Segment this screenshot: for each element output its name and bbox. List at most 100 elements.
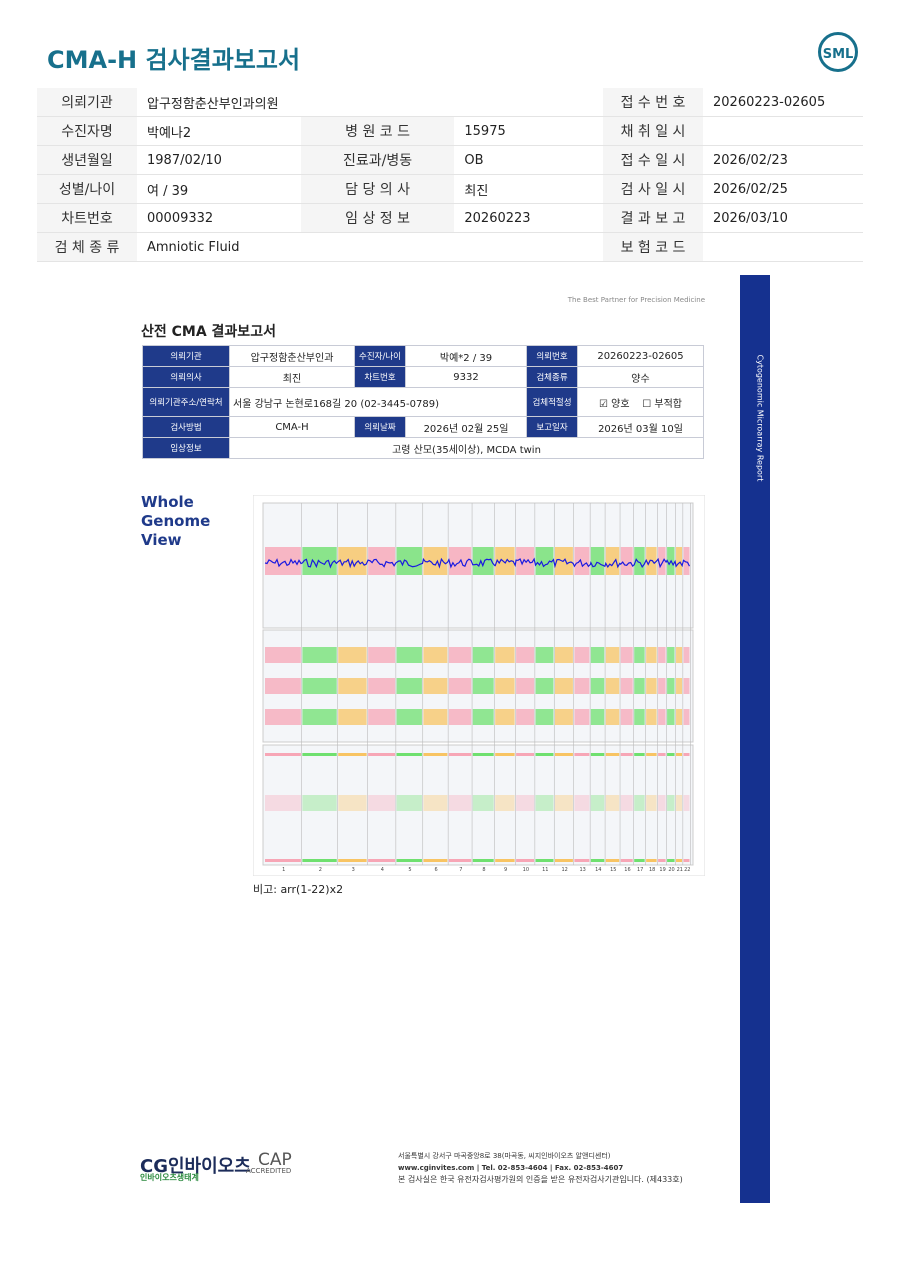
- baf-edge: [574, 859, 590, 862]
- chromosome-label: 8: [482, 867, 485, 873]
- baf-band: [423, 647, 448, 663]
- chromosome-label: 22: [684, 867, 690, 873]
- baf-edge: [620, 753, 633, 756]
- footer-logo-sub: 인바이오츠생태계: [140, 1173, 199, 1182]
- chromosome-label: 11: [542, 867, 548, 873]
- baf-band: [646, 678, 657, 694]
- chromosome-label: 10: [523, 867, 529, 873]
- baf-edge: [574, 753, 590, 756]
- baf-band: [472, 678, 494, 694]
- baf-band: [265, 795, 301, 811]
- baf-edge: [667, 753, 675, 756]
- baf-band: [448, 709, 472, 725]
- baf-band: [554, 709, 573, 725]
- baf-band: [396, 795, 422, 811]
- baf-band: [634, 709, 645, 725]
- baf-band: [516, 678, 535, 694]
- chromosome-label: 4: [381, 867, 384, 873]
- baf-edge: [634, 859, 645, 862]
- cell: 보고일자: [526, 416, 578, 438]
- cell: 20260223-02605: [703, 88, 863, 117]
- footer-logo: CG인바이오츠: [140, 1156, 251, 1177]
- baf-edge: [472, 859, 494, 862]
- cell: 담 당 의 사: [300, 174, 455, 204]
- cell: 2026/02/23: [703, 145, 863, 175]
- baf-edge: [535, 753, 554, 756]
- baf-edge: [472, 753, 494, 756]
- baf-band: [676, 678, 683, 694]
- baf-band: [590, 647, 605, 663]
- cell: 1987/02/10: [137, 145, 301, 175]
- tagline: The Best Partner for Precision Medicine: [567, 296, 705, 304]
- cell: 임 상 정 보: [300, 203, 455, 233]
- baf-edge: [423, 753, 448, 756]
- cell: 15975: [454, 116, 603, 146]
- baf-edge: [535, 859, 554, 862]
- side-bar: [740, 275, 770, 1203]
- cn-band: [605, 547, 620, 575]
- baf-band: [574, 678, 590, 694]
- cell: 차트번호: [37, 203, 137, 233]
- baf-edge: [396, 753, 422, 756]
- baf-edge: [683, 753, 690, 756]
- cn-band: [683, 547, 690, 575]
- baf-band: [338, 709, 367, 725]
- baf-band: [574, 647, 590, 663]
- baf-band: [495, 647, 515, 663]
- baf-edge: [448, 859, 472, 862]
- baf-band: [646, 795, 657, 811]
- section-title: Whole Genome View: [141, 493, 210, 550]
- cell: 고령 산모(35세이상), MCDA twin: [229, 437, 704, 459]
- baf-band: [620, 647, 633, 663]
- cell: 의뢰기관주소/연락처: [142, 387, 230, 417]
- baf-band: [658, 647, 666, 663]
- cell: 9332: [405, 366, 527, 388]
- baf-band: [667, 709, 675, 725]
- chromosome-label: 16: [624, 867, 630, 873]
- genome-view: 1 2 3 4 5 6 7 8 9 10 11 12 13 14 15 16 17 18 19 20 21 22: [253, 495, 705, 876]
- baf-band: [516, 647, 535, 663]
- baf-band: [265, 709, 301, 725]
- address-line: 서울특별시 강서구 마곡중앙8로 38(마곡동, 씨지인바이오츠 알앤디센터): [398, 1152, 611, 1160]
- baf-band: [634, 678, 645, 694]
- baf-band: [338, 647, 367, 663]
- baf-band: [634, 795, 645, 811]
- cell: [703, 116, 863, 146]
- baf-edge: [265, 753, 301, 756]
- cn-band: [472, 547, 494, 575]
- baf-band: [516, 795, 535, 811]
- cn-band: [620, 547, 633, 575]
- baf-edge: [516, 753, 535, 756]
- baf-edge: [646, 859, 657, 862]
- cell: 차트번호: [354, 366, 406, 388]
- report-title: CMA-H 검사결과보고서: [47, 46, 301, 74]
- chromosome-label: 3: [352, 867, 355, 873]
- cell: 2026년 02월 25일: [405, 416, 527, 438]
- chromosome-label: 12: [562, 867, 568, 873]
- remark: 비고: arr(1-22)x2: [253, 883, 344, 896]
- cell: 20260223-02605: [577, 345, 704, 367]
- baf-band: [676, 709, 683, 725]
- baf-band: [605, 678, 620, 694]
- address-line: www.cginvites.com | Tel. 02-853-4604 | F…: [398, 1164, 624, 1172]
- baf-band: [516, 709, 535, 725]
- baf-band: [574, 709, 590, 725]
- baf-band: [554, 678, 573, 694]
- baf-band: [368, 678, 396, 694]
- baf-band: [368, 709, 396, 725]
- cell: 여 / 39: [137, 174, 301, 204]
- baf-band: [396, 678, 422, 694]
- baf-edge: [658, 859, 666, 862]
- baf-band: [423, 709, 448, 725]
- cap-logo: CAP: [258, 1150, 292, 1170]
- baf-edge: [495, 753, 515, 756]
- baf-band: [448, 678, 472, 694]
- baf-band: [302, 709, 337, 725]
- cell: 진료과/병동: [300, 145, 455, 175]
- section-title-line: Whole: [141, 493, 194, 511]
- baf-edge: [495, 859, 515, 862]
- address-line: 본 검사실은 한국 유전자검사평가원의 인증을 받은 유전자검사기관입니다. (…: [398, 1175, 683, 1184]
- baf-band: [535, 647, 554, 663]
- baf-edge: [554, 753, 573, 756]
